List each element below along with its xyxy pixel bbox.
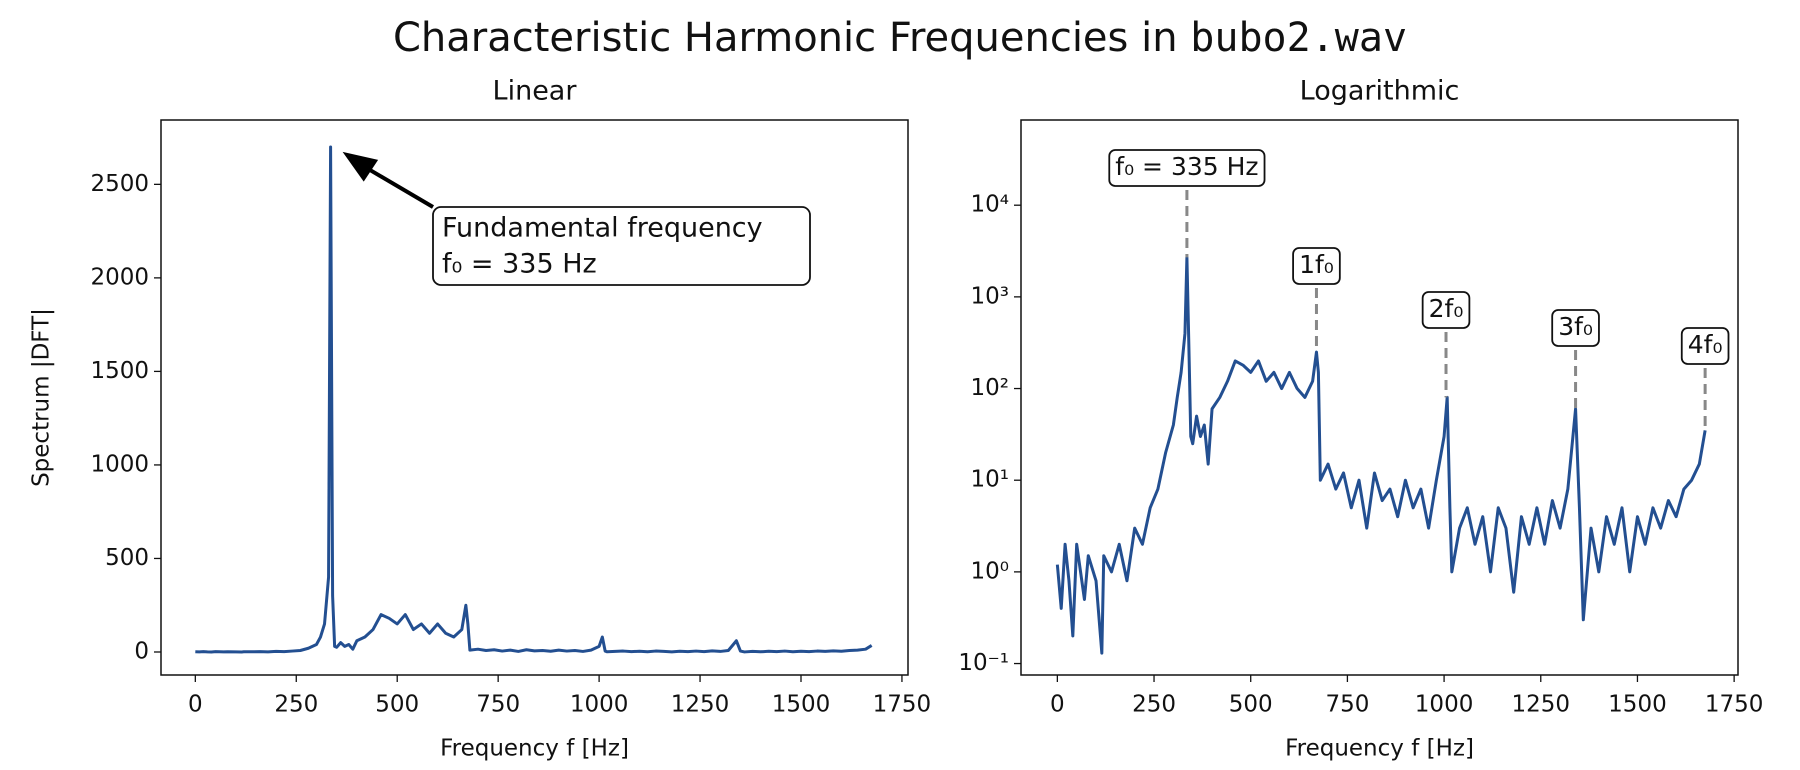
x-axis-label: Frequency f [Hz] [1285,736,1474,762]
subplot-title: Linear [493,76,578,107]
spectrum-line [1055,255,1707,655]
x-tick-label: 1750 [873,692,932,718]
annotation: 1f₀ [1292,247,1341,353]
y-tick-label: 10⁻¹ [958,650,1009,676]
x-tick-label: 1000 [570,692,629,718]
annotation: 2f₀ [1421,291,1471,398]
annotation: f₀ = 335 Hz [1108,149,1266,258]
annotation-text: Fundamental frequency [442,213,763,244]
annotation-text: 4f₀ [1688,330,1723,359]
y-tick-label: 10¹ [971,467,1010,493]
annotation-box [1292,247,1341,285]
spectrum-line [195,145,873,654]
annotation-box [1421,291,1471,329]
annotation-text: 2f₀ [1429,294,1464,323]
annotation: 4f₀ [1680,327,1730,431]
annotation-box [1551,309,1600,347]
x-tick-label: 750 [1325,692,1369,718]
annotation: 3f₀ [1551,309,1600,409]
annotation-text: 1f₀ [1299,250,1334,279]
x-tick-label: 250 [274,692,318,718]
arrow-shaft [366,166,435,209]
y-axis-label: Spectrum |DFT| [29,308,55,487]
annotation-text: 3f₀ [1558,312,1593,341]
x-axis-label: Frequency f [Hz] [440,736,629,762]
x-tick-label: 0 [1050,692,1065,718]
figure-title: Characteristic Harmonic Frequencies in b… [393,15,1407,61]
y-tick-label: 2500 [90,171,149,197]
axes-frame [1020,119,1739,676]
annotation-box [1680,327,1730,365]
annotation: Fundamental frequency f₀ = 335 Hz [342,151,811,286]
x-tick-label: 1750 [1705,692,1764,718]
y-tick-label: 2000 [90,264,149,290]
y-tick-label: 500 [105,545,149,571]
annotation-box [1108,149,1266,187]
x-tick-label: 1000 [1415,692,1474,718]
annotation-text: f₀ = 335 Hz [1115,152,1258,181]
x-tick-label: 750 [476,692,520,718]
y-tick-label: 0 [134,638,149,664]
x-tick-label: 1500 [1608,692,1667,718]
y-tick-label: 10⁰ [971,558,1010,584]
y-tick-label: 10⁴ [971,192,1010,218]
x-tick-label: 0 [188,692,203,718]
x-tick-label: 500 [375,692,419,718]
x-tick-label: 1250 [1511,692,1570,718]
y-tick-label: 10³ [971,283,1010,309]
annotation-text: f₀ = 335 Hz [442,249,597,280]
y-tick-label: 1000 [90,451,149,477]
x-tick-label: 500 [1229,692,1273,718]
x-tick-label: 250 [1132,692,1176,718]
y-tick-label: 10² [971,375,1010,401]
title-text: Characteristic Harmonic Frequencies in [393,15,1178,61]
axes-frame [160,119,909,676]
arrow-head [342,151,379,182]
y-tick-label: 1500 [90,358,149,384]
x-tick-label: 1500 [772,692,831,718]
title-code: bubo2.wav [1190,15,1407,61]
subplot-title: Logarithmic [1300,76,1460,107]
annotation-box [432,206,811,286]
x-tick-label: 1250 [671,692,730,718]
